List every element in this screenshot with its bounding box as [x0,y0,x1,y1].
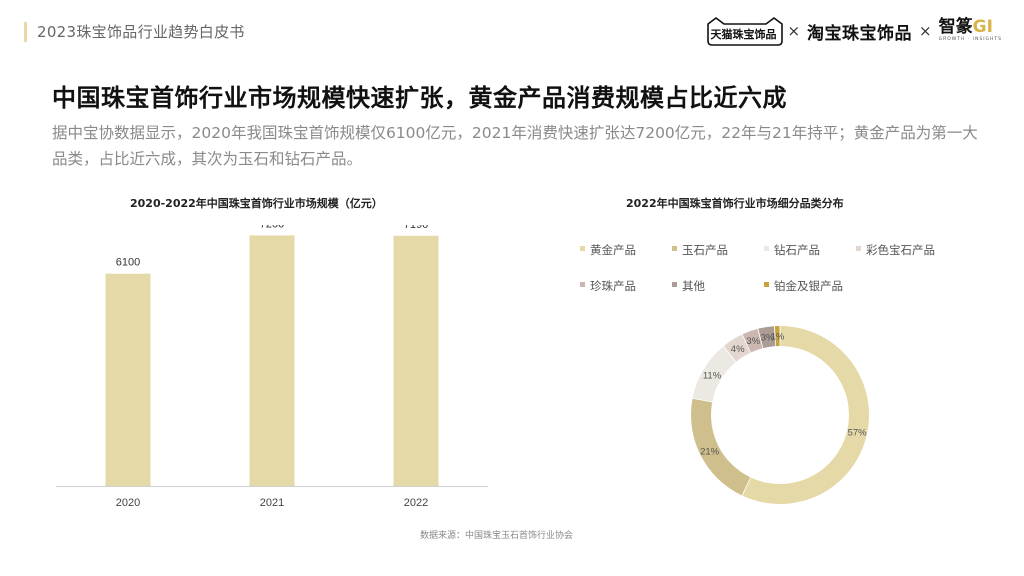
donut-slice [742,326,869,504]
page-title: 中国珠宝首饰行业市场规模快速扩张，黄金产品消费规模占比近六成 [52,84,787,112]
gi-logo-text: GI [972,17,993,38]
donut-slice [692,346,736,402]
slice-data-label: 4% [731,344,745,355]
legend-entry: 玉石产品 [682,243,728,257]
legend-swatch [764,282,769,287]
zhizhuan-logo-text: 智篆 [938,17,973,38]
donut-slice [774,326,780,347]
report-title: 2023珠宝饰品行业趋势白皮书 [37,23,245,41]
legend-entry: 钻石产品 [774,243,820,257]
bar-data-label: 7200 [260,225,284,230]
tmall-logo: 天猫珠宝饰品 [706,16,784,46]
x-tick-label: 2020 [116,497,140,509]
x-tick-label: 2022 [404,497,428,509]
donut-chart-title: 2022年中国珠宝首饰行业市场细分品类分布 [626,197,844,210]
header-accent-bar [24,22,27,42]
donut-slice [691,398,751,496]
legend-swatch [764,246,769,251]
legend-entry: 彩色宝石产品 [866,243,935,257]
bar-data-label: 6100 [116,257,140,269]
slice-data-label: 1% [771,332,785,343]
zhizhuan-logo-subtext: GROWTH · INSIGHTS [938,37,1002,43]
legend-entry: 铂金及银产品 [774,279,843,293]
partner-logos: 天猫珠宝饰品 × 淘宝珠宝饰品 × 智篆GI GROWTH · INSIGHTS [706,16,1002,46]
bar-data-label: 7190 [404,225,428,231]
bar [393,235,439,486]
legend-entry: 黄金产品 [590,243,636,257]
slice-data-label: 57% [848,428,868,439]
bar-chart: 6100 2020 7200 2021 7190 2022 [56,225,488,509]
donut-slice [742,328,763,353]
legend-swatch [856,246,861,251]
legend-swatch [672,282,677,287]
zhizhuan-logo: 智篆GI GROWTH · INSIGHTS [939,19,1002,43]
data-source: 数据来源：中国珠宝玉石首饰行业协会 [420,531,574,541]
legend-entry: 珍珠产品 [590,279,636,293]
tmall-cat-icon [707,16,784,46]
legend-swatch [672,246,677,251]
slice-data-label: 21% [700,446,720,457]
tmall-logo-text: 天猫珠宝饰品 [710,27,777,41]
donut-slice [758,326,776,349]
logo-separator: × [787,22,801,40]
logo-separator: × [919,22,932,40]
bar [105,273,151,486]
bar-chart-title: 2020-2022年中国珠宝首饰行业市场规模（亿元） [130,197,383,210]
slice-data-label: 3% [761,332,775,343]
legend-entry: 其他 [682,280,705,293]
taobao-logo: 淘宝珠宝饰品 [807,23,913,44]
x-tick-label: 2021 [260,497,284,509]
slice-data-label: 3% [746,336,760,347]
legend-swatch [580,246,585,251]
page-subtitle: 据中宝协数据显示，2020年我国珠宝首饰规模仅6100亿元，2021年消费快速扩… [52,124,978,168]
donut-slice [723,334,751,362]
bar [249,235,295,486]
slice-data-label: 11% [703,370,722,381]
legend-swatch [580,282,585,287]
